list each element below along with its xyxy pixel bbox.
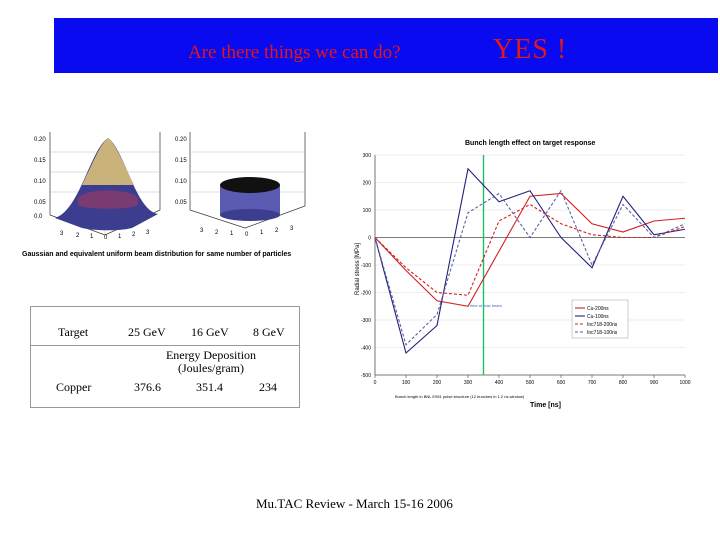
base-tick: 3 bbox=[60, 231, 64, 237]
base-tick: 3 bbox=[290, 226, 294, 232]
slide-question: Are there things we can do? bbox=[188, 42, 401, 63]
stress-chart-svg: Bunch length effect on target response R… bbox=[355, 140, 691, 409]
x-tick-label: 100 bbox=[402, 380, 411, 386]
base-tick: 2 bbox=[76, 233, 80, 239]
header-target: Target bbox=[58, 325, 89, 339]
x-tick-label: 600 bbox=[557, 380, 566, 386]
header-16gev: 16 GeV bbox=[191, 325, 229, 339]
x-tick-label: 500 bbox=[526, 380, 535, 386]
y-axis-label: Radial stress [MPa] bbox=[355, 243, 361, 295]
x-tick-label: 300 bbox=[464, 380, 473, 386]
time-annotation: time at max beam bbox=[470, 303, 502, 308]
cell-16gev: 351.4 bbox=[196, 380, 223, 394]
base-tick: 3 bbox=[146, 230, 150, 236]
y-tick-label: -100 bbox=[361, 263, 371, 269]
chart-title: Bunch length effect on target response bbox=[465, 140, 595, 147]
y-tick-label: 0 bbox=[368, 236, 371, 242]
slide-footer: Mu.TAC Review - March 15-16 2006 bbox=[256, 496, 453, 511]
header-8gev: 8 GeV bbox=[253, 325, 285, 339]
y-tick-label: -200 bbox=[361, 291, 371, 297]
legend-label: Cu-200ns bbox=[587, 306, 609, 312]
gaussian-plot: 0.20 0.15 0.10 0.05 0.0 3 2 1 0 1 2 3 bbox=[34, 132, 161, 241]
z-tick: 0.0 bbox=[34, 214, 43, 220]
y-tick-label: -300 bbox=[361, 318, 371, 324]
series-line bbox=[374, 189, 686, 346]
title-banner bbox=[54, 18, 718, 73]
base-tick: 2 bbox=[132, 232, 136, 238]
z-tick: 0.15 bbox=[175, 158, 187, 164]
y-tick-label: 200 bbox=[363, 181, 372, 187]
row-target-copper: Copper bbox=[56, 380, 92, 394]
series-line bbox=[374, 167, 686, 355]
y-tick-label: 100 bbox=[363, 208, 372, 214]
table-divider bbox=[31, 345, 299, 346]
z-tick: 0.20 bbox=[34, 137, 46, 143]
x-axis-label: Time [ns] bbox=[530, 402, 561, 409]
slide-answer: YES ! bbox=[493, 34, 568, 65]
series-line bbox=[374, 203, 686, 296]
uniform-plot: 0.20 0.15 0.10 0.05 3 2 1 0 1 2 3 bbox=[175, 132, 306, 238]
z-tick: 0.05 bbox=[175, 200, 187, 206]
y-tick-label: 300 bbox=[363, 153, 372, 159]
header-25gev: 25 GeV bbox=[128, 325, 166, 339]
beam-distribution-figure: 0.20 0.15 0.10 0.05 0.0 3 2 1 0 1 2 3 0.… bbox=[20, 110, 320, 265]
x-tick-label: 1000 bbox=[679, 380, 690, 386]
base-tick: 3 bbox=[200, 228, 204, 234]
base-tick: 2 bbox=[215, 230, 219, 236]
base-tick: 1 bbox=[230, 231, 234, 237]
y-tick-label: -500 bbox=[361, 373, 371, 379]
legend-label: Inc718-200ns bbox=[587, 322, 618, 328]
legend-label: Inc718-100ns bbox=[587, 330, 618, 336]
z-tick: 0.20 bbox=[175, 137, 187, 143]
cell-25gev: 376.6 bbox=[134, 380, 161, 394]
y-tick-label: -400 bbox=[361, 346, 371, 352]
energy-deposition-label: Energy Deposition (Joules/gram) bbox=[165, 348, 257, 375]
series-line bbox=[374, 192, 686, 307]
base-tick: 2 bbox=[275, 228, 279, 234]
legend-label: Cu-100ns bbox=[587, 314, 609, 320]
stress-chart: Bunch length effect on target response R… bbox=[340, 135, 700, 415]
z-tick: 0.15 bbox=[34, 158, 46, 164]
z-tick: 0.05 bbox=[34, 200, 46, 206]
z-tick: 0.10 bbox=[175, 179, 187, 185]
x-tick-label: 400 bbox=[495, 380, 504, 386]
bunch-length-note: Bunch length in BNL E951 pulse structure… bbox=[395, 394, 525, 399]
figure-caption: Gaussian and equivalent uniform beam dis… bbox=[22, 251, 291, 258]
cell-8gev: 234 bbox=[259, 380, 277, 394]
x-tick-label: 900 bbox=[650, 380, 659, 386]
energy-deposition-table: Target 25 GeV 16 GeV 8 GeV Energy Deposi… bbox=[30, 306, 300, 408]
z-tick: 0.10 bbox=[34, 179, 46, 185]
x-tick-label: 200 bbox=[433, 380, 442, 386]
beam-distribution-plots: 0.20 0.15 0.10 0.05 0.0 3 2 1 0 1 2 3 0.… bbox=[22, 132, 306, 258]
x-tick-label: 700 bbox=[588, 380, 597, 386]
x-tick-label: 800 bbox=[619, 380, 628, 386]
base-tick: 1 bbox=[90, 234, 94, 240]
base-tick: 0 bbox=[104, 235, 108, 241]
x-tick-label: 0 bbox=[374, 380, 377, 386]
base-tick: 1 bbox=[118, 234, 122, 240]
base-tick: 1 bbox=[260, 230, 264, 236]
base-tick: 0 bbox=[245, 232, 249, 238]
